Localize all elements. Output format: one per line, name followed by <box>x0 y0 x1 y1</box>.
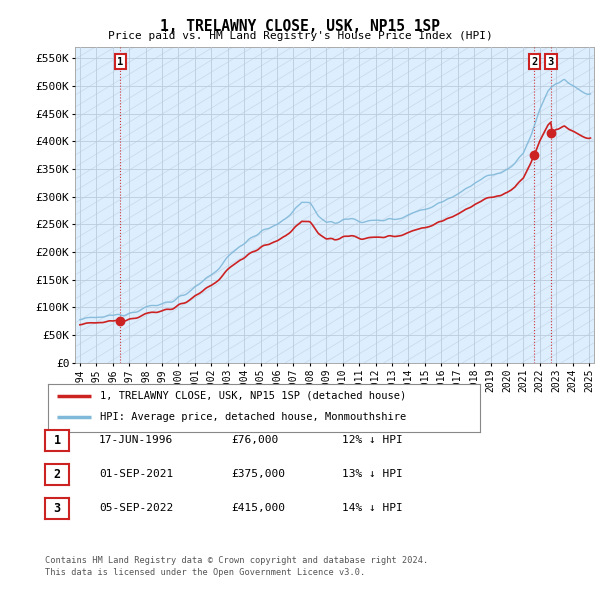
Text: 2: 2 <box>531 57 538 67</box>
Text: Price paid vs. HM Land Registry's House Price Index (HPI): Price paid vs. HM Land Registry's House … <box>107 31 493 41</box>
Text: 12% ↓ HPI: 12% ↓ HPI <box>342 435 403 444</box>
Text: 14% ↓ HPI: 14% ↓ HPI <box>342 503 403 513</box>
Text: 01-SEP-2021: 01-SEP-2021 <box>99 469 173 478</box>
Text: 1: 1 <box>53 434 61 447</box>
Text: 1, TRELAWNY CLOSE, USK, NP15 1SP (detached house): 1, TRELAWNY CLOSE, USK, NP15 1SP (detach… <box>100 391 406 401</box>
Text: 3: 3 <box>548 57 554 67</box>
Text: 1: 1 <box>117 57 124 67</box>
Text: Contains HM Land Registry data © Crown copyright and database right 2024.
This d: Contains HM Land Registry data © Crown c… <box>45 556 428 577</box>
Text: £415,000: £415,000 <box>231 503 285 513</box>
Text: 13% ↓ HPI: 13% ↓ HPI <box>342 469 403 478</box>
Text: 1, TRELAWNY CLOSE, USK, NP15 1SP: 1, TRELAWNY CLOSE, USK, NP15 1SP <box>160 19 440 34</box>
Text: HPI: Average price, detached house, Monmouthshire: HPI: Average price, detached house, Monm… <box>100 412 406 422</box>
Text: 3: 3 <box>53 502 61 515</box>
Text: 2: 2 <box>53 468 61 481</box>
Text: 05-SEP-2022: 05-SEP-2022 <box>99 503 173 513</box>
Text: £375,000: £375,000 <box>231 469 285 478</box>
Text: £76,000: £76,000 <box>231 435 278 444</box>
Text: 17-JUN-1996: 17-JUN-1996 <box>99 435 173 444</box>
